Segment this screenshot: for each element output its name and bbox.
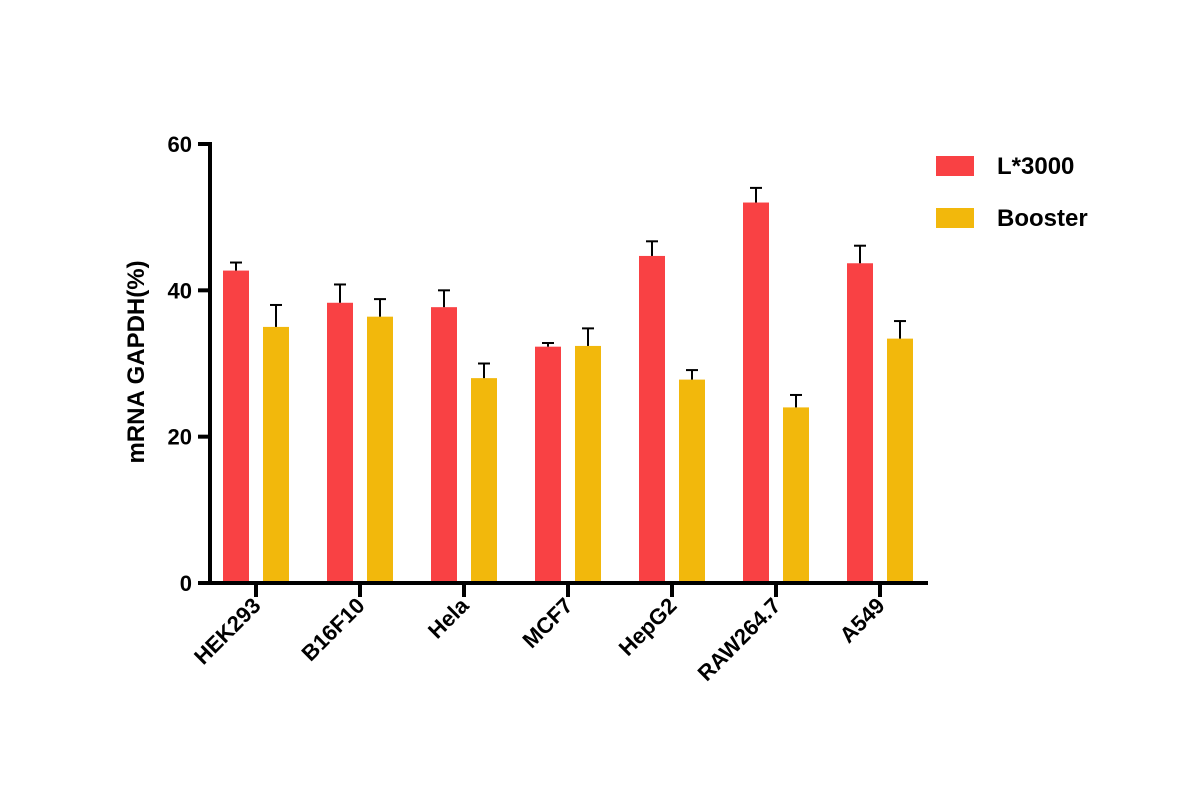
bar-booster-hek293 xyxy=(263,326,289,583)
y-tick-label-40: 40 xyxy=(168,278,192,303)
bar-booster-raw264-7 xyxy=(783,407,809,583)
x-tick-label-hela: Hela xyxy=(423,592,474,643)
legend-swatch-l-3000 xyxy=(936,156,974,176)
bar-booster-hepg2 xyxy=(679,379,705,583)
bar-l-3000-raw264-7 xyxy=(743,202,769,584)
bar-l-3000-b16f10 xyxy=(327,302,353,583)
bar-booster-hela xyxy=(471,378,497,583)
bars-layer xyxy=(223,186,913,584)
bar-l-3000-a549 xyxy=(847,263,873,583)
bar-booster-mcf7 xyxy=(575,345,601,583)
y-tick-label-60: 60 xyxy=(168,132,192,157)
legend: L*3000 Booster xyxy=(936,153,1088,232)
y-tick-label-20: 20 xyxy=(168,425,192,450)
bar-booster-b16f10 xyxy=(367,316,393,583)
bar-booster-a549 xyxy=(887,338,913,583)
bar-l-3000-mcf7 xyxy=(535,346,561,583)
y-axis-title: mRNA GAPDH(%) xyxy=(123,260,150,463)
x-tick-label-mcf7: MCF7 xyxy=(518,593,578,653)
legend-label-l-3000: L*3000 xyxy=(997,153,1074,180)
x-tick-label-a549: A549 xyxy=(835,593,890,648)
legend-label-booster: Booster xyxy=(997,205,1088,232)
x-tick-label-hek293: HEK293 xyxy=(189,593,265,669)
bar-l-3000-hepg2 xyxy=(639,255,665,583)
legend-swatch-booster xyxy=(936,208,974,228)
y-tick-label-0: 0 xyxy=(180,571,192,596)
bar-l-3000-hek293 xyxy=(223,270,249,583)
bar-l-3000-hela xyxy=(431,307,457,583)
x-tick-label-hepg2: HepG2 xyxy=(614,593,682,661)
x-tick-label-b16f10: B16F10 xyxy=(297,593,370,666)
x-tick-label-raw264-7: RAW264.7 xyxy=(693,593,786,686)
